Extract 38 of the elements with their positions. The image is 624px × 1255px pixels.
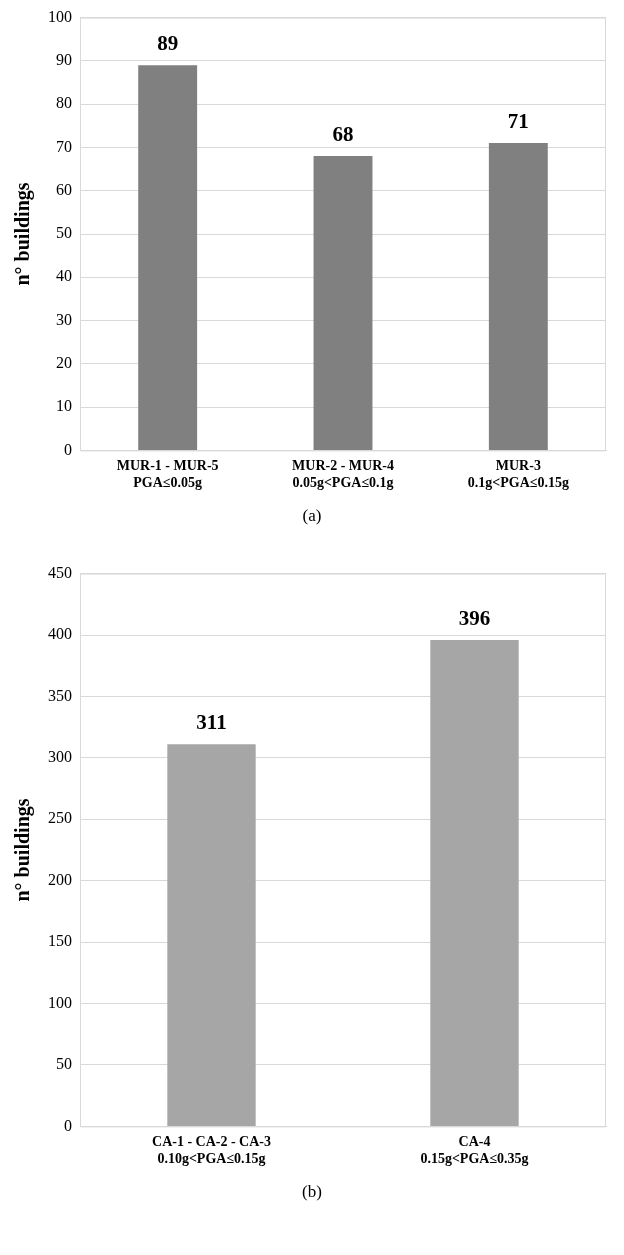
y-tick-label: 250 [48, 809, 72, 827]
y-tick-label: 0 [64, 1116, 72, 1134]
x-tick-label: CA-4 0.15g<PGA≤0.35g [420, 1134, 529, 1167]
y-tick-label: 0 [64, 440, 72, 458]
bar [313, 156, 373, 450]
y-tick-label: 10 [56, 397, 72, 415]
data-label: 68 [332, 122, 354, 147]
y-tick-label: 300 [48, 748, 72, 766]
x-tick-label: MUR-2 - MUR-4 0.05g<PGA≤0.1g [292, 458, 394, 491]
y-tick-label: 100 [48, 993, 72, 1011]
text: (a) [301, 506, 323, 526]
y-tick-label: 200 [48, 870, 72, 888]
data-label: 89 [157, 31, 179, 56]
y-tick-label: 70 [56, 137, 72, 155]
y-tick-label: 20 [56, 354, 72, 372]
y-tick-label: 100 [48, 7, 72, 25]
y-tick-label: 50 [56, 1055, 72, 1073]
x-tick-label: MUR-3 0.1g<PGA≤0.15g [467, 458, 569, 491]
bar [138, 65, 198, 450]
x-tick-label: CA-1 - CA-2 - CA-3 0.10g<PGA≤0.15g [152, 1134, 271, 1167]
y-tick-label: 50 [56, 224, 72, 242]
data-label: 396 [458, 605, 491, 630]
x-tick-label: MUR-1 - MUR-5 PGA≤0.05g [116, 458, 219, 491]
y-tick-label: 40 [56, 267, 72, 285]
y-axis-title: n° buildings [11, 798, 35, 902]
y-tick-label: 30 [56, 310, 72, 328]
y-tick-label: 80 [56, 94, 72, 112]
y-axis-title: n° buildings [11, 182, 35, 286]
y-tick-label: 60 [56, 180, 72, 198]
y-tick-label: 150 [48, 932, 72, 950]
bar [488, 143, 548, 450]
data-label: 71 [507, 109, 529, 134]
y-tick-label: 400 [48, 625, 72, 643]
y-tick-label: 450 [48, 563, 72, 581]
y-tick-label: 350 [48, 686, 72, 704]
text: (b) [301, 1182, 323, 1202]
data-label: 311 [196, 710, 227, 735]
y-tick-label: 90 [56, 51, 72, 69]
